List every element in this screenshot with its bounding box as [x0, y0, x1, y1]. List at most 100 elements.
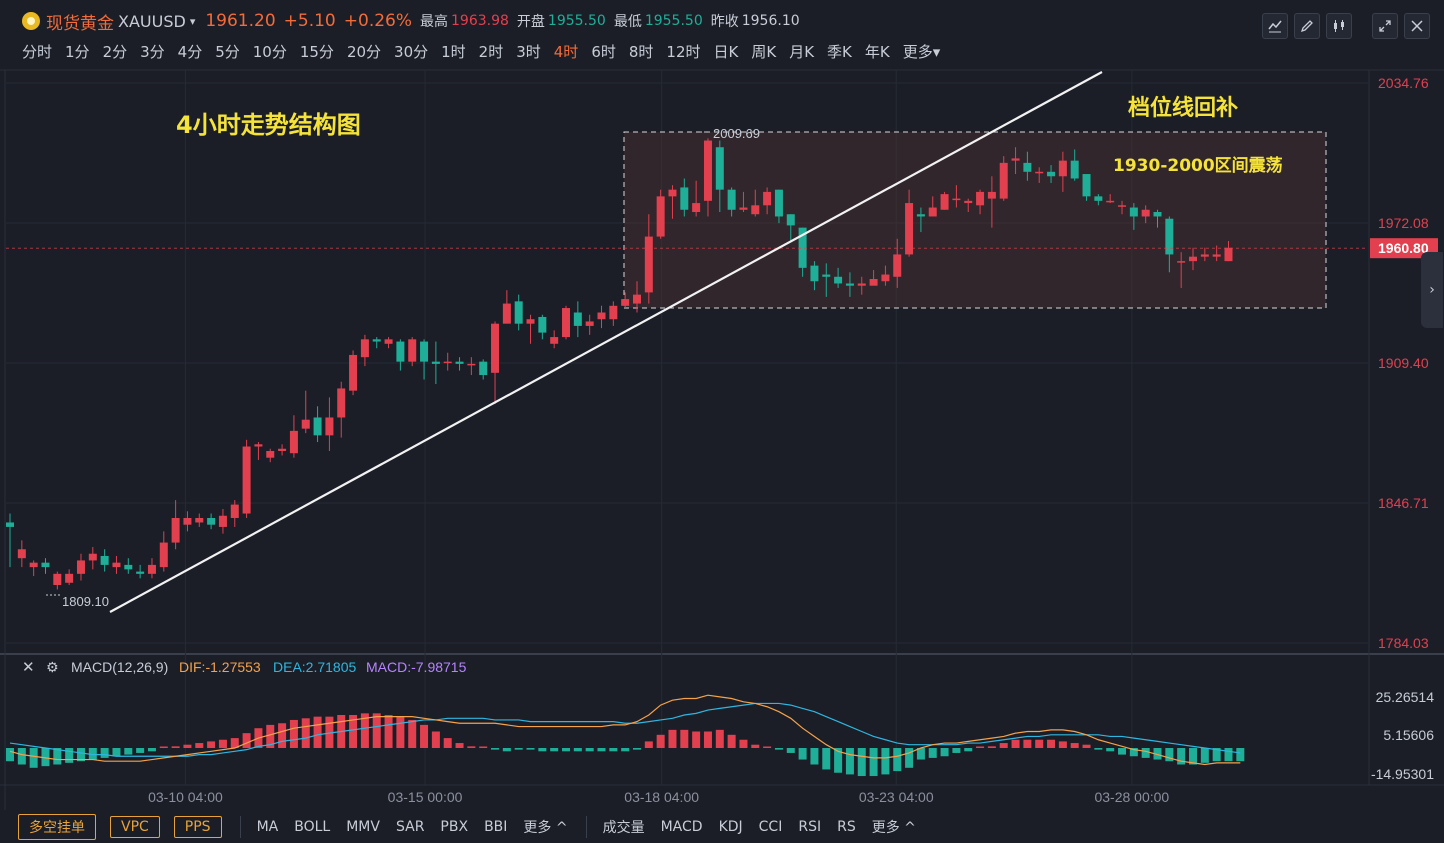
candle-body: [845, 283, 854, 286]
tab-timeframe-9[interactable]: 30分: [394, 43, 429, 61]
sub-indicator-more[interactable]: 更多 ^: [871, 819, 916, 836]
macd-histogram-bar: [632, 748, 641, 750]
tab-timeframe-2[interactable]: 2分: [102, 43, 128, 61]
draw-pen-icon[interactable]: [1294, 13, 1320, 39]
symbol-code[interactable]: XAUUSD: [118, 11, 186, 31]
candle-body: [112, 562, 121, 568]
tab-timeframe-8[interactable]: 20分: [346, 43, 382, 61]
macd-histogram-bar: [715, 729, 724, 748]
macd-histogram-bar: [881, 748, 890, 775]
tab-timeframe-10[interactable]: 1时: [441, 43, 466, 61]
macd-histogram-bar: [1212, 748, 1221, 762]
main-indicator-mmv[interactable]: MMV: [346, 818, 380, 835]
macd-histogram-bar: [17, 748, 26, 765]
price-axis-label: 2034.76: [1378, 75, 1429, 91]
header-bar: 现货黄金 XAUUSD ▾ 1961.20 +5.10 +0.26% 最高 19…: [0, 0, 1444, 70]
prev-close-label: 昨收: [710, 14, 739, 30]
candle-body: [467, 363, 476, 366]
tab-timeframe-17[interactable]: 日K: [713, 43, 739, 61]
sub-indicator-volume[interactable]: 成交量: [602, 819, 645, 836]
candle-body: [1082, 174, 1091, 197]
order-button-pps[interactable]: PPS: [173, 815, 222, 838]
tab-timeframe-14[interactable]: 6时: [591, 43, 616, 61]
candle-body: [644, 236, 653, 293]
macd-histogram-bar: [1118, 748, 1127, 755]
tab-timeframe-0[interactable]: 分时: [22, 43, 53, 61]
tab-timeframe-22[interactable]: 更多▾: [902, 43, 941, 61]
line-chart-icon[interactable]: [1262, 13, 1288, 39]
current-price-tag: [1370, 238, 1438, 259]
bottom-bar: 多空挂单 VPC PPS MA BOLL MMV SAR PBX BBI 更多 …: [0, 810, 1444, 843]
close-icon[interactable]: [1404, 13, 1430, 39]
candle-body: [41, 562, 50, 568]
tab-timeframe-20[interactable]: 季K: [827, 43, 852, 61]
candle-body: [479, 361, 488, 376]
macd-histogram-bar: [431, 731, 440, 748]
candle-body: [195, 517, 204, 523]
chevron-right-icon[interactable]: ›: [1421, 252, 1443, 328]
macd-dif-line: [9, 694, 1241, 766]
main-indicator-ma[interactable]: MA: [256, 818, 279, 835]
candle-body: [763, 191, 772, 206]
chevron-down-icon[interactable]: ▾: [189, 14, 196, 28]
tab-timeframe-15[interactable]: 8时: [628, 43, 654, 61]
main-indicator-pbx[interactable]: PBX: [440, 818, 469, 835]
tab-timeframe-4[interactable]: 4分: [177, 43, 203, 61]
macd-histogram-bar: [763, 746, 772, 748]
main-indicator-more[interactable]: 更多 ^: [523, 819, 568, 836]
x-tick-label: 03-23 04:00: [859, 789, 934, 805]
open-value: 1955.50: [547, 13, 606, 29]
macd-histogram-bar: [29, 748, 38, 768]
macd-histogram-bar: [136, 748, 145, 753]
tab-timeframe-18[interactable]: 周K: [751, 43, 777, 61]
candle-body: [1153, 212, 1162, 217]
candle-body: [798, 227, 807, 268]
candle-body: [337, 388, 346, 418]
symbol-name[interactable]: 现货黄金: [46, 13, 114, 34]
tab-timeframe-12[interactable]: 3时: [516, 43, 541, 61]
candle-body: [1141, 209, 1150, 217]
macd-histogram-bar: [905, 748, 914, 768]
macd-histogram-bar: [928, 748, 937, 758]
macd-axis-label: 5.15606: [1383, 727, 1434, 743]
candle-body: [1058, 160, 1067, 177]
tab-timeframe-7[interactable]: 15分: [299, 43, 334, 61]
macd-histogram-bar: [455, 743, 464, 748]
sub-indicator-kdj[interactable]: KDJ: [718, 818, 743, 835]
tab-timeframe-5[interactable]: 5分: [215, 43, 240, 61]
sub-indicator-macd[interactable]: MACD: [660, 818, 703, 835]
candle-style-icon[interactable]: [1326, 13, 1352, 39]
price-change-pct: +0.26%: [343, 11, 413, 31]
toolbar: [1262, 13, 1430, 39]
candle-body: [88, 553, 97, 561]
macd-histogram-bar: [845, 748, 854, 775]
candle-body: [289, 430, 298, 454]
price-axis-label: 1909.40: [1378, 355, 1429, 371]
macd-histogram-bar: [656, 734, 665, 748]
fullscreen-icon[interactable]: [1372, 13, 1398, 39]
tab-timeframe-16[interactable]: 12时: [666, 43, 701, 61]
candle-body: [609, 305, 618, 320]
sub-indicator-rsi[interactable]: RSI: [798, 818, 822, 835]
main-indicator-boll[interactable]: BOLL: [294, 818, 331, 835]
main-indicator-sar[interactable]: SAR: [395, 818, 425, 835]
order-button-vpc[interactable]: VPC: [110, 815, 160, 838]
order-button-long-short[interactable]: 多空挂单: [18, 813, 96, 840]
tab-timeframe-6[interactable]: 10分: [252, 43, 287, 61]
sub-indicator-rs[interactable]: RS: [837, 818, 856, 835]
tab-timeframe-11[interactable]: 2时: [478, 43, 504, 61]
tab-timeframe-21[interactable]: 年K: [864, 43, 890, 61]
tab-timeframe-19[interactable]: 月K: [789, 43, 815, 61]
candle-body: [1177, 261, 1186, 263]
macd-histogram-bar: [112, 748, 121, 757]
macd-histogram-bar: [1047, 739, 1056, 748]
tab-timeframe-13[interactable]: 4时: [553, 43, 579, 61]
main-indicator-bbi[interactable]: BBI: [484, 818, 508, 835]
sub-indicator-cci[interactable]: CCI: [758, 818, 783, 835]
tab-timeframe-3[interactable]: 3分: [140, 43, 165, 61]
macd-histogram-bar: [396, 716, 405, 748]
candle-body: [171, 517, 180, 543]
tab-timeframe-1[interactable]: 1分: [65, 43, 90, 61]
macd-histogram-bar: [1165, 748, 1174, 762]
